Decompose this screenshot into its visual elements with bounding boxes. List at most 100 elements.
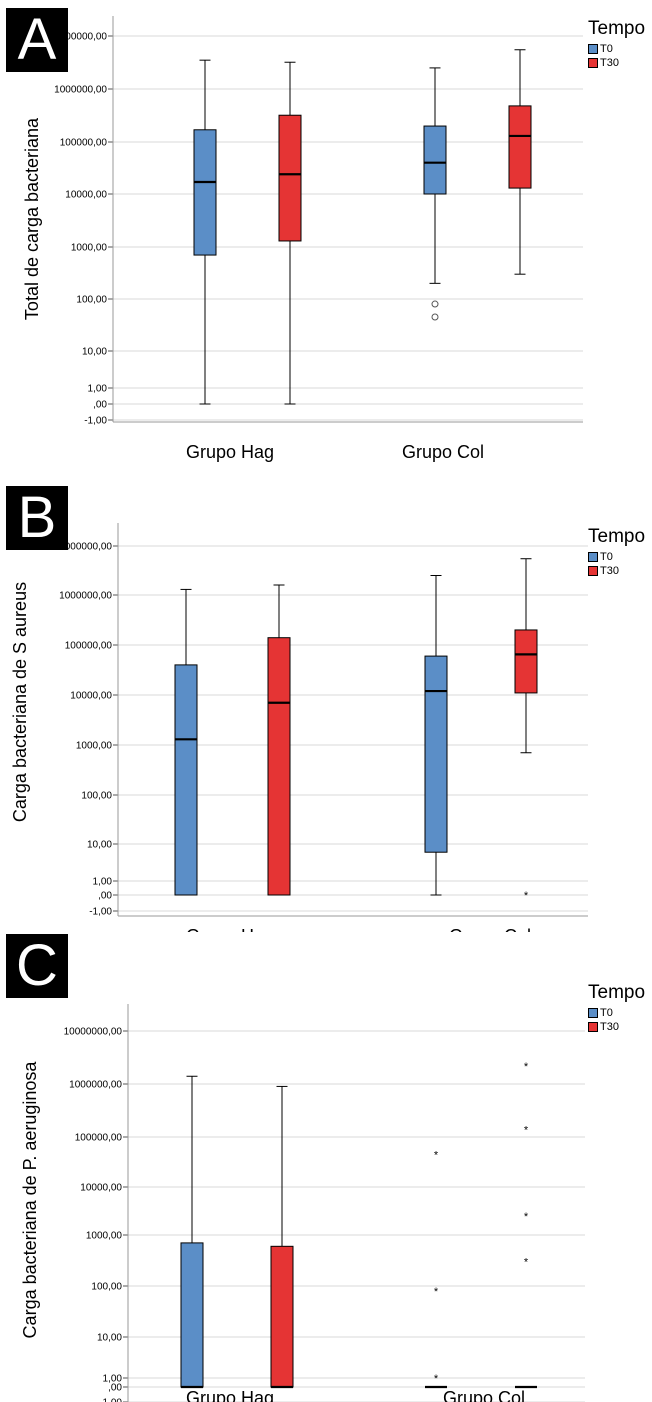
y-tick-label: 1,00 [88, 384, 108, 395]
legend-item-t30: T30 [588, 1020, 645, 1034]
box-body [193, 129, 217, 256]
category-label: Grupo Col [402, 442, 484, 462]
box-t30-0 [270, 1085, 294, 1389]
y-tick-label: 1000000,00 [69, 1080, 122, 1091]
category-label: Grupo Hag [186, 442, 274, 462]
legend-b: Tempo T0 T30 [588, 526, 645, 578]
legend-a: Tempo T0 T30 [588, 18, 645, 70]
legend-label: T30 [600, 1021, 619, 1033]
box-body [270, 1245, 294, 1388]
box-body [424, 655, 448, 853]
y-tick-label: 10000,00 [70, 691, 112, 702]
panel-label-c: C [6, 934, 68, 998]
extreme-point: * [434, 1149, 439, 1161]
y-tick-label: 10,00 [97, 1333, 122, 1344]
box-t0-0 [180, 1075, 204, 1389]
legend-swatch-t30 [588, 566, 598, 576]
legend-item-t30: T30 [588, 564, 645, 578]
y-tick-label: 10,00 [87, 840, 112, 851]
legend-swatch-t30 [588, 1022, 598, 1032]
box-t0-1: * * * [425, 1149, 447, 1389]
box-t0-0 [193, 59, 217, 405]
panel-c: 10000000,00 1000000,00 100000,00 10000,00 10… [0, 932, 652, 1402]
box-body [278, 114, 302, 242]
legend-swatch-t0 [588, 44, 598, 54]
category-label: Grupo Hag [186, 1388, 274, 1402]
extreme-point: * [434, 1286, 439, 1298]
extreme-point: * [524, 1061, 529, 1073]
y-tick-label: 1,00 [103, 1374, 123, 1385]
y-tick-label: 1000,00 [76, 741, 113, 752]
legend-label: T0 [600, 551, 613, 563]
y-tick-label: 100,00 [81, 791, 112, 802]
chart-c: 10000000,00 1000000,00 100000,00 10000,00 10… [20, 1004, 585, 1402]
legend-item-t0: T0 [588, 42, 645, 56]
chart-b: 10000000,00 1000000,00 100000,00 10000,00 10… [10, 523, 588, 932]
y-tick-label: 1000000,00 [59, 591, 112, 602]
outlier-point [431, 313, 439, 321]
box-t30-0 [278, 61, 302, 405]
y-tick-label: 10000000,00 [64, 1027, 123, 1038]
box-body [508, 105, 532, 189]
box-body [423, 125, 447, 195]
box-body [514, 629, 538, 694]
y-tick-label: 100,00 [91, 1282, 122, 1293]
y-tick-label: -1,00 [84, 416, 107, 427]
box-t30-1: * [514, 558, 538, 902]
legend-swatch-t0 [588, 552, 598, 562]
legend-title: Tempo [588, 18, 646, 39]
y-tick-label: ,00 [108, 1383, 122, 1394]
category-label: Grupo Hag [186, 926, 274, 932]
y-tick-label: 100000,00 [65, 641, 113, 652]
y-tick-label: 100000,00 [60, 138, 108, 149]
category-label: Grupo Col [443, 1388, 525, 1402]
legend-label: T0 [600, 43, 613, 55]
legend-label: T30 [600, 57, 619, 69]
legend-label: T0 [600, 1007, 613, 1019]
extreme-point: * [524, 1257, 529, 1269]
y-tick-label: 100000,00 [75, 1133, 123, 1144]
extreme-point: * [524, 1211, 529, 1223]
y-tick-label: 10000000,00 [54, 542, 113, 553]
legend-swatch-t30 [588, 58, 598, 68]
panel-b: 10000000,00 1000000,00 100000,00 10000,00 10… [0, 466, 652, 932]
extreme-point: * [524, 1124, 529, 1136]
legend-item-t30: T30 [588, 56, 645, 70]
y-tick-label: -1,00 [89, 907, 112, 918]
box-body [267, 637, 291, 896]
y-tick-label: ,00 [98, 891, 112, 902]
category-label: Grupo Col [449, 926, 531, 932]
panel-label-a: A [6, 8, 68, 72]
panel-a: 10000000,00 1000000,00 100000,00 10000,00 10… [0, 0, 652, 466]
y-axis-label: Carga bacteriana de S aureus [10, 582, 30, 822]
box-body [174, 664, 198, 896]
box-t30-0 [267, 584, 291, 896]
panel-label-b: B [6, 486, 68, 550]
y-tick-label: 1,00 [93, 877, 113, 888]
box-t0-1 [424, 575, 448, 896]
extreme-point: * [524, 890, 529, 902]
y-tick-label: 1000,00 [71, 243, 108, 254]
y-tick-label: 10000000,00 [49, 32, 108, 43]
legend-title: Tempo [588, 982, 646, 1003]
legend-item-t0: T0 [588, 1006, 645, 1020]
y-tick-label: 10,00 [82, 347, 107, 358]
legend-item-t0: T0 [588, 550, 645, 564]
outlier-point [431, 300, 439, 308]
legend-swatch-t0 [588, 1008, 598, 1018]
legend-c: Tempo T0 T30 [588, 982, 645, 1034]
y-tick-label: -1,00 [99, 1398, 122, 1402]
y-axis-label: Carga bacteriana de P. aeruginosa [20, 1061, 40, 1339]
box-t0-1 [423, 67, 447, 321]
box-t30-1 [508, 49, 532, 275]
box-body [180, 1242, 204, 1388]
y-tick-label: 1000000,00 [54, 85, 107, 96]
legend-label: T30 [600, 565, 619, 577]
chart-a: 10000000,00 1000000,00 100000,00 10000,00 10… [22, 16, 583, 462]
legend-title: Tempo [588, 526, 646, 547]
y-tick-label: 10000,00 [65, 190, 107, 201]
y-axis-label: Total de carga bacteriana [22, 117, 42, 320]
y-tick-label: 1000,00 [86, 1231, 123, 1242]
y-tick-label: 10000,00 [80, 1183, 122, 1194]
y-tick-label: 100,00 [76, 295, 107, 306]
